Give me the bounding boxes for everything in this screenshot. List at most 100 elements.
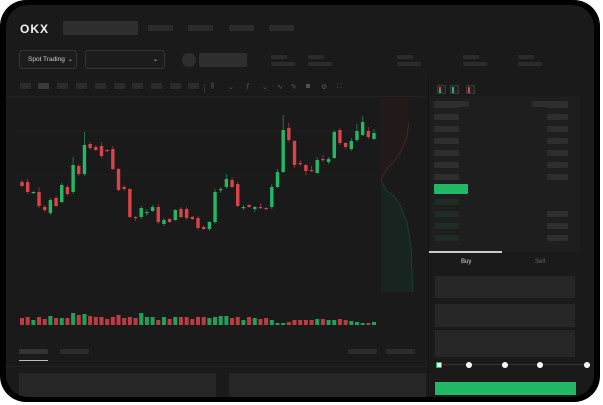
candle (349, 141, 353, 149)
volume-bar (178, 317, 183, 325)
volume-bar (343, 320, 348, 325)
candles-icon[interactable]: ⫼ (211, 83, 215, 90)
pair-selector[interactable]: ⌄ (85, 50, 165, 69)
nav-item[interactable] (148, 25, 173, 31)
slider-track[interactable] (438, 364, 590, 365)
candle (60, 185, 64, 202)
volume-bar (190, 319, 195, 325)
volume-bar (235, 317, 240, 325)
slider-stop[interactable] (584, 362, 590, 368)
tab-open-orders[interactable] (19, 349, 48, 354)
order-book-asks-icon[interactable] (466, 85, 475, 94)
volume-bar (122, 318, 127, 325)
fullscreen-icon[interactable]: ⛶ (337, 83, 342, 90)
volume-bar (303, 320, 308, 325)
candle (343, 143, 348, 147)
depth-bids-area (381, 180, 413, 292)
depth-bids-line (381, 179, 414, 292)
timeframe-button[interactable] (151, 83, 162, 89)
market-selector[interactable]: Spot Trading ⌄ (19, 50, 77, 69)
slider-handle[interactable] (436, 362, 442, 368)
ask-row-cell (434, 138, 459, 144)
volume-bar (218, 316, 223, 325)
volume-bar (76, 315, 81, 325)
tab-sell[interactable]: Sell (535, 259, 546, 265)
camera-icon[interactable]: ◙ (306, 83, 311, 90)
last-price-row (434, 184, 468, 194)
candle (82, 145, 87, 174)
volume-bar (241, 320, 246, 325)
candle (167, 219, 172, 222)
draw-icon[interactable]: ✎ (291, 84, 297, 91)
candle (37, 192, 41, 206)
stat-value (463, 62, 487, 66)
depth-asks-line (381, 121, 410, 181)
volume-bar (59, 318, 64, 325)
timeframe-button[interactable] (114, 83, 125, 89)
candlestick-chart[interactable] (6, 5, 594, 397)
timeframe-button[interactable] (95, 83, 106, 89)
tab-order-history[interactable] (60, 349, 89, 354)
bid-row-cell (547, 235, 568, 241)
total-input[interactable] (435, 330, 575, 357)
line-icon[interactable]: ∿ (277, 84, 283, 91)
volume-bar (167, 319, 172, 325)
timeframe-button[interactable] (20, 83, 31, 89)
candle (315, 160, 319, 173)
slider-stop[interactable] (537, 362, 543, 368)
candle (366, 131, 371, 137)
stat-value (308, 62, 332, 66)
tab-buy[interactable]: Buy (461, 259, 472, 265)
divider (204, 84, 205, 93)
nav-item[interactable] (188, 25, 213, 31)
volume-bar (337, 319, 342, 325)
settings-icon[interactable]: ⚙ (321, 84, 328, 91)
bid-row-cell (434, 235, 459, 241)
price-input[interactable] (435, 276, 575, 298)
candle (105, 150, 109, 152)
stat-label (518, 55, 534, 59)
buy-button[interactable] (435, 382, 576, 395)
timeframe-button[interactable] (132, 83, 143, 89)
candle (116, 169, 121, 190)
amount-input[interactable] (435, 304, 575, 327)
nav-item[interactable] (229, 25, 254, 31)
volume-bar (224, 316, 229, 325)
chevron-down-icon[interactable]: ⌄ (228, 84, 234, 91)
volume-bar (213, 317, 218, 325)
volume-bar (127, 317, 132, 325)
volume-bar (196, 317, 200, 325)
slider-stop[interactable] (502, 362, 508, 368)
timeframe-button[interactable] (188, 83, 199, 89)
price-display (199, 53, 247, 67)
candle (77, 166, 81, 174)
candle (224, 179, 229, 187)
candle (219, 189, 223, 191)
order-book-header (532, 101, 568, 107)
timeframe-button[interactable] (38, 83, 49, 89)
volume-bar (252, 318, 257, 325)
volume-bar (144, 317, 149, 325)
filter-button[interactable] (386, 349, 415, 354)
candle (156, 207, 160, 222)
market-selector-label: Spot Trading (28, 56, 65, 63)
volume-bar (25, 317, 30, 325)
timeframe-button[interactable] (76, 83, 87, 89)
chevron-down-icon[interactable]: ⌄ (262, 84, 268, 91)
timeframe-button[interactable] (170, 83, 181, 89)
nav-item[interactable] (269, 25, 294, 31)
depth-asks-area (381, 97, 409, 180)
filter-button[interactable] (348, 349, 377, 354)
timeframe-button[interactable] (57, 83, 68, 89)
search-input[interactable] (63, 21, 138, 35)
candle (133, 217, 138, 219)
stat-label (308, 55, 324, 59)
candle (338, 130, 342, 143)
order-book-bids-icon[interactable] (450, 85, 459, 94)
indicators-icon[interactable]: ƒ (246, 83, 250, 90)
slider-stop[interactable] (466, 362, 472, 368)
order-book-both-icon[interactable] (437, 85, 446, 94)
volume-bar (54, 318, 59, 325)
candle (275, 172, 280, 187)
candle (25, 182, 30, 192)
